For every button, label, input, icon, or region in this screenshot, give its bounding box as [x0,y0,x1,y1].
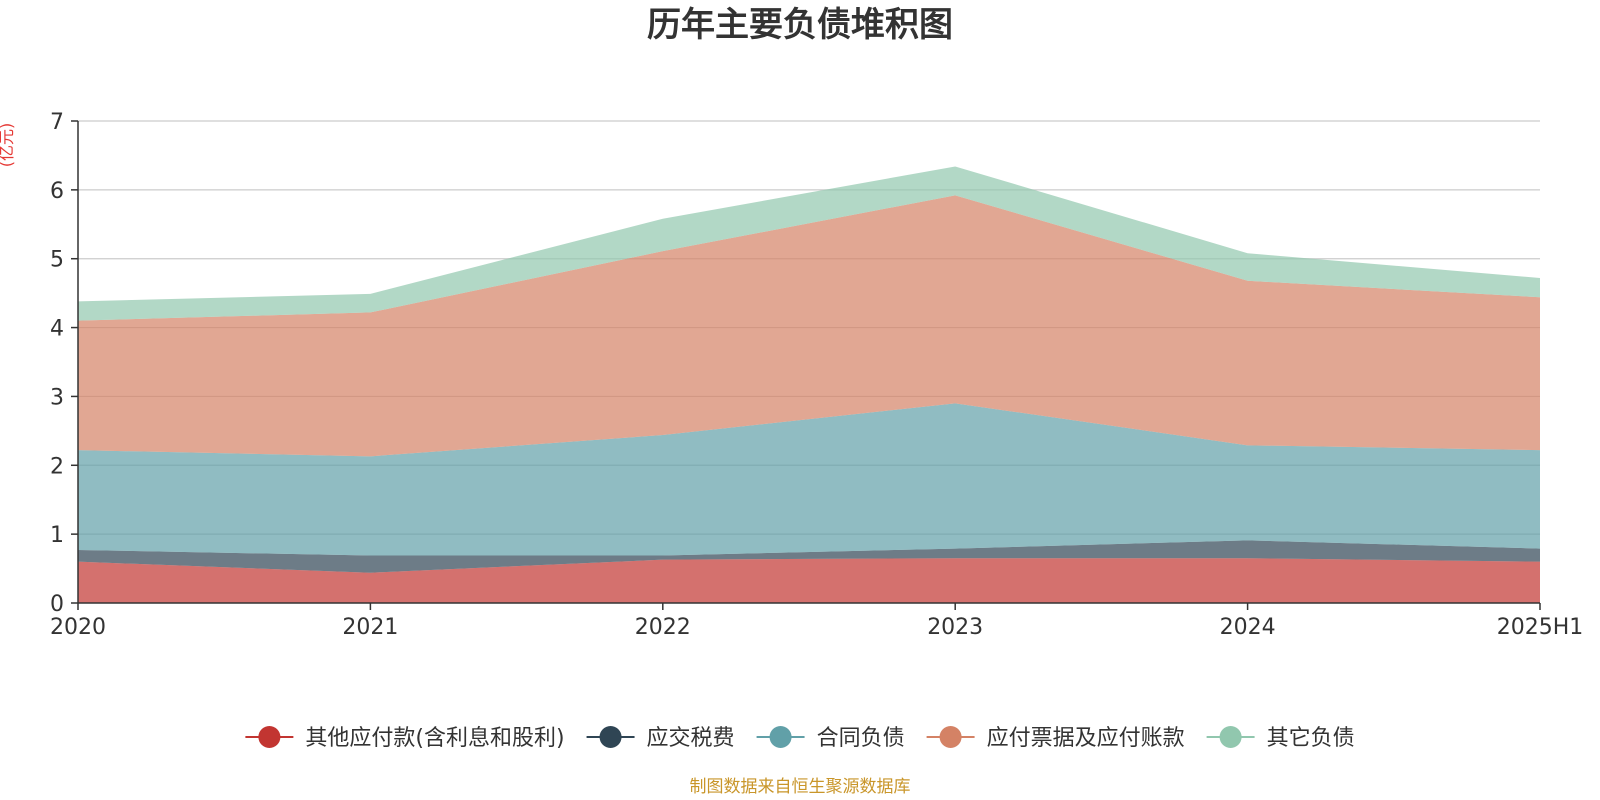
x-tick-label-2020: 2020 [50,615,106,640]
legend-label-0: 其他应付款(含利息和股利) [305,726,564,751]
legend-item-3[interactable]: 应付票据及应付账款 [926,726,1185,751]
legend-item-0[interactable]: 其他应付款(含利息和股利) [245,726,565,751]
y-tick-label-1: 1 [50,523,64,548]
x-tick-label-2024: 2024 [1220,615,1276,640]
legend-label-2: 合同负债 [817,726,905,751]
legend-marker-2 [769,726,792,748]
legend[interactable]: 其他应付款(含利息和股利) 应交税费 合同负债 应付票据及应付账款 其它负债 [245,726,1355,751]
y-tick-label-6: 6 [50,179,64,204]
area-series-3[interactable] [78,195,1540,457]
legend-label-1: 应交税费 [647,726,735,751]
y-tick-label-5: 5 [50,248,64,273]
legend-item-4[interactable]: 其它负债 [1206,726,1355,751]
legend-marker-4 [1219,726,1242,748]
area-series-0[interactable] [78,558,1540,603]
legend-label-3: 应付票据及应付账款 [987,726,1185,751]
y-axis-unit-label: (亿元) [0,123,16,168]
legend-item-2[interactable]: 合同负债 [756,726,905,751]
x-tick-label-2025H1: 2025H1 [1497,615,1584,640]
chart-title: 历年主要负债堆积图 [647,5,953,45]
area-series-2[interactable] [78,403,1540,556]
y-tick-label-2: 2 [50,454,64,479]
area-layer [78,166,1540,603]
legend-marker-3 [939,726,962,748]
data-source-note: 制图数据来自恒生聚源数据库 [690,777,911,797]
y-tick-label-0: 0 [50,592,64,617]
legend-label-4: 其它负债 [1267,726,1355,751]
legend-marker-1 [599,726,622,748]
legend-item-1[interactable]: 应交税费 [586,726,735,751]
x-tick-label-2023: 2023 [927,615,983,640]
area-series-1[interactable] [78,540,1540,573]
x-tick-label-2021: 2021 [342,615,398,640]
y-tick-label-4: 4 [50,317,64,342]
legend-marker-0 [258,726,281,748]
area-series-4[interactable] [78,166,1540,321]
y-tick-label-7: 7 [50,110,64,135]
x-tick-label-2022: 2022 [635,615,691,640]
axis-layer: 0 1 2 3 4 5 6 7 2020 2021 2022 2023 2024 2025H1 [50,110,1583,640]
y-tick-label-3: 3 [50,385,64,410]
